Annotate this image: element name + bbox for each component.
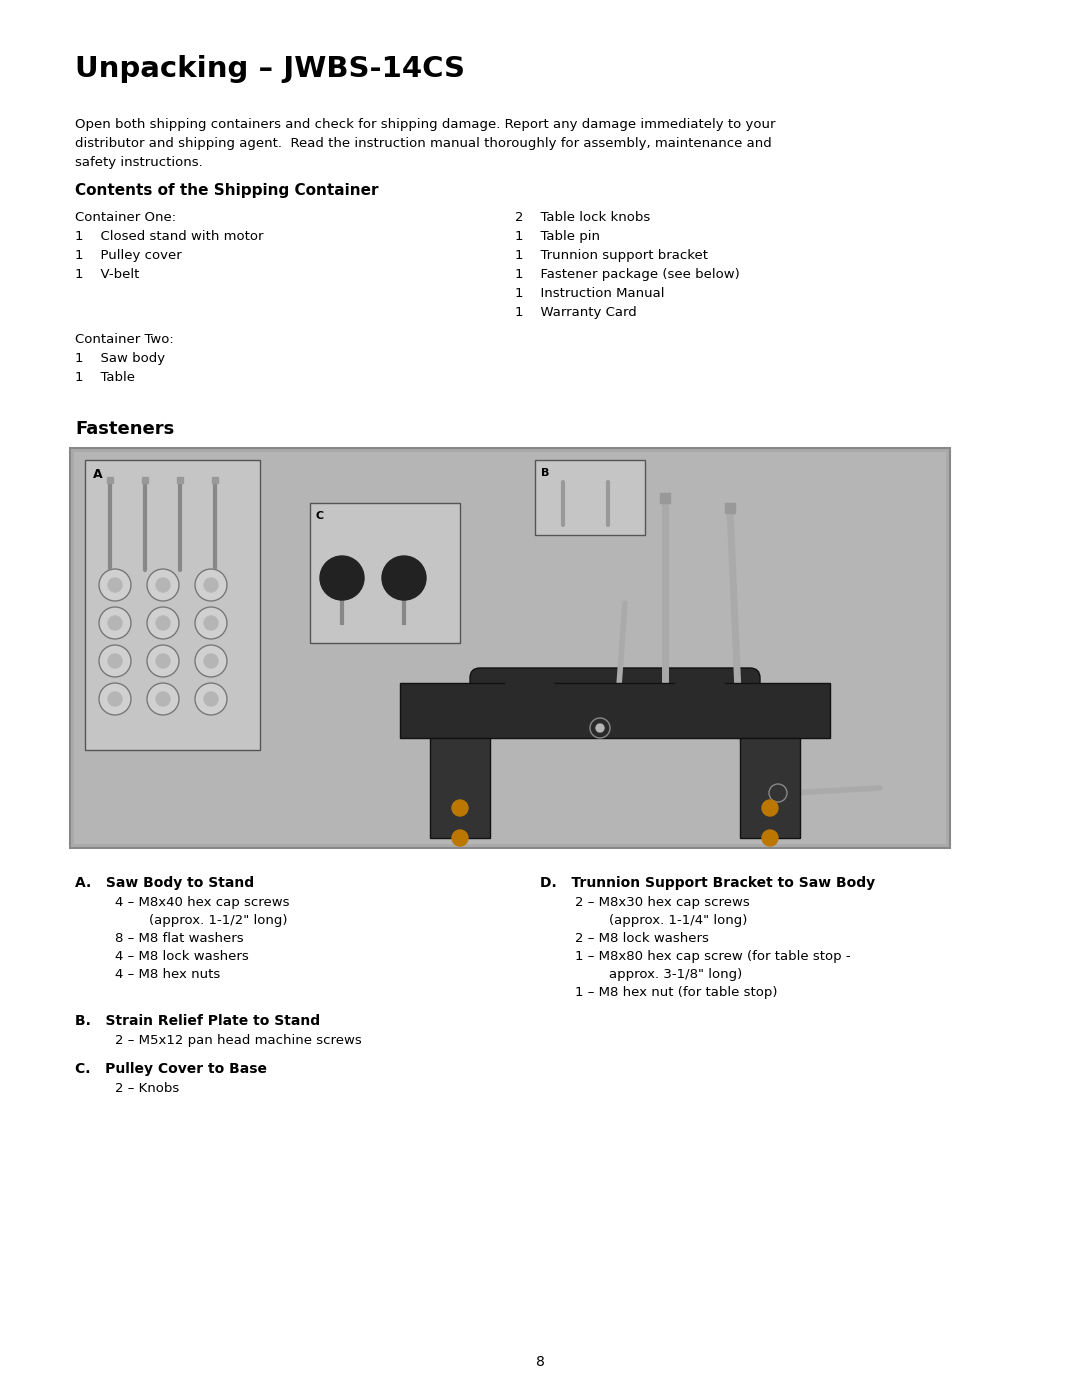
- Circle shape: [762, 800, 778, 816]
- Text: 8: 8: [536, 1355, 544, 1369]
- Text: 4 – M8 hex nuts: 4 – M8 hex nuts: [114, 968, 220, 981]
- Text: 1 – M8 hex nut (for table stop): 1 – M8 hex nut (for table stop): [575, 986, 778, 999]
- Text: 2    Table lock knobs: 2 Table lock knobs: [515, 211, 650, 224]
- Text: 4 – M8x40 hex cap screws: 4 – M8x40 hex cap screws: [114, 895, 289, 909]
- Circle shape: [195, 608, 227, 638]
- Bar: [400, 683, 831, 738]
- Bar: [85, 460, 260, 750]
- Text: safety instructions.: safety instructions.: [75, 156, 203, 169]
- Circle shape: [147, 608, 179, 638]
- Circle shape: [453, 800, 468, 816]
- Text: 8 – M8 flat washers: 8 – M8 flat washers: [114, 932, 244, 944]
- Text: D: D: [625, 726, 635, 739]
- Circle shape: [147, 569, 179, 601]
- Text: Container One:: Container One:: [75, 211, 176, 224]
- Text: 1    V-belt: 1 V-belt: [75, 268, 139, 281]
- Circle shape: [762, 830, 778, 847]
- Bar: [70, 448, 950, 848]
- Text: B.   Strain Relief Plate to Stand: B. Strain Relief Plate to Stand: [75, 1014, 320, 1028]
- Text: 2 – M8x30 hex cap screws: 2 – M8x30 hex cap screws: [575, 895, 750, 909]
- Circle shape: [156, 692, 170, 705]
- Circle shape: [769, 784, 787, 802]
- Text: approx. 3-1/8" long): approx. 3-1/8" long): [575, 968, 742, 981]
- Circle shape: [502, 671, 558, 726]
- Text: Container Two:: Container Two:: [75, 332, 174, 346]
- Circle shape: [108, 616, 122, 630]
- Circle shape: [195, 569, 227, 601]
- Text: 1    Instruction Manual: 1 Instruction Manual: [515, 286, 664, 300]
- Circle shape: [204, 654, 218, 668]
- Text: 2 – M8 lock washers: 2 – M8 lock washers: [575, 932, 708, 944]
- Text: distributor and shipping agent.  Read the instruction manual thoroughly for asse: distributor and shipping agent. Read the…: [75, 137, 772, 149]
- Text: A: A: [93, 468, 103, 481]
- Text: Open both shipping containers and check for shipping damage. Report any damage i: Open both shipping containers and check …: [75, 117, 775, 131]
- Text: 1    Table pin: 1 Table pin: [515, 231, 600, 243]
- Text: 1    Table: 1 Table: [75, 372, 135, 384]
- Circle shape: [195, 645, 227, 678]
- Text: A.   Saw Body to Stand: A. Saw Body to Stand: [75, 876, 254, 890]
- Circle shape: [147, 645, 179, 678]
- Circle shape: [672, 671, 728, 726]
- Text: 2 – Knobs: 2 – Knobs: [114, 1083, 179, 1095]
- Circle shape: [156, 578, 170, 592]
- Circle shape: [108, 654, 122, 668]
- Text: (approx. 1-1/4" long): (approx. 1-1/4" long): [575, 914, 747, 928]
- Bar: [430, 738, 490, 838]
- Text: Unpacking – JWBS-14CS: Unpacking – JWBS-14CS: [75, 54, 465, 82]
- Text: C: C: [316, 511, 324, 521]
- Bar: [75, 453, 946, 844]
- Circle shape: [590, 718, 610, 738]
- Circle shape: [320, 556, 364, 599]
- Circle shape: [99, 608, 131, 638]
- Circle shape: [453, 830, 468, 847]
- Text: D.   Trunnion Support Bracket to Saw Body: D. Trunnion Support Bracket to Saw Body: [540, 876, 875, 890]
- Text: (approx. 1-1/2" long): (approx. 1-1/2" long): [114, 914, 287, 928]
- Circle shape: [99, 569, 131, 601]
- Text: 4 – M8 lock washers: 4 – M8 lock washers: [114, 950, 248, 963]
- Bar: [740, 738, 800, 838]
- Circle shape: [108, 578, 122, 592]
- Text: 1    Pulley cover: 1 Pulley cover: [75, 249, 181, 263]
- Circle shape: [382, 556, 426, 599]
- Text: 1    Warranty Card: 1 Warranty Card: [515, 306, 637, 319]
- Text: B: B: [541, 468, 550, 478]
- Circle shape: [204, 578, 218, 592]
- Text: Fasteners: Fasteners: [75, 420, 174, 439]
- Text: 1    Trunnion support bracket: 1 Trunnion support bracket: [515, 249, 708, 263]
- Circle shape: [99, 683, 131, 715]
- FancyBboxPatch shape: [470, 668, 760, 738]
- Circle shape: [596, 724, 604, 732]
- Bar: [535, 460, 645, 535]
- Text: C.   Pulley Cover to Base: C. Pulley Cover to Base: [75, 1062, 267, 1076]
- Text: 1    Saw body: 1 Saw body: [75, 352, 165, 365]
- Circle shape: [156, 654, 170, 668]
- Circle shape: [204, 616, 218, 630]
- Circle shape: [99, 645, 131, 678]
- Circle shape: [156, 616, 170, 630]
- Text: 1    Fastener package (see below): 1 Fastener package (see below): [515, 268, 740, 281]
- Text: 2 – M5x12 pan head machine screws: 2 – M5x12 pan head machine screws: [114, 1034, 362, 1046]
- Text: 1 – M8x80 hex cap screw (for table stop -: 1 – M8x80 hex cap screw (for table stop …: [575, 950, 851, 963]
- Text: 1    Closed stand with motor: 1 Closed stand with motor: [75, 231, 264, 243]
- Circle shape: [108, 692, 122, 705]
- Text: Contents of the Shipping Container: Contents of the Shipping Container: [75, 183, 378, 198]
- Circle shape: [204, 692, 218, 705]
- Circle shape: [147, 683, 179, 715]
- Bar: [310, 503, 460, 643]
- Circle shape: [195, 683, 227, 715]
